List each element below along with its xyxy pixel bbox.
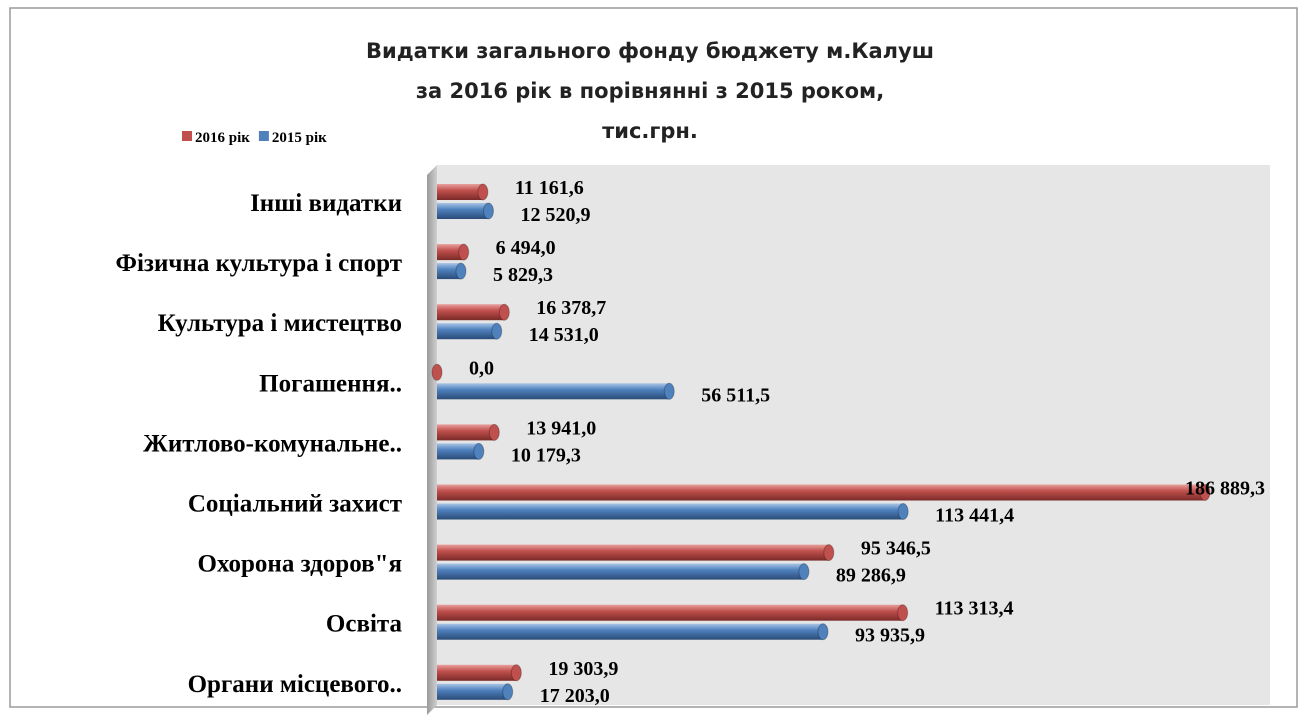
data-label: 0,0 xyxy=(469,357,494,379)
bar-cap xyxy=(482,202,494,220)
data-label: 113 313,4 xyxy=(935,598,1014,620)
bar-cap xyxy=(498,303,510,321)
bar-cap xyxy=(897,503,909,520)
bar xyxy=(437,503,904,520)
bar-cap xyxy=(510,664,522,682)
y-tick-label: Охорона здоров"я xyxy=(198,551,402,578)
bar-cap xyxy=(798,563,810,581)
data-label: 14 531,0 xyxy=(529,324,599,346)
data-label: 11 161,6 xyxy=(515,177,584,199)
chart-title: тис.грн. xyxy=(602,119,698,143)
bar-cap xyxy=(473,442,485,460)
bar xyxy=(437,304,505,321)
bar-cap xyxy=(488,423,500,441)
data-label: 13 941,0 xyxy=(526,417,596,439)
bar xyxy=(437,683,508,700)
bar xyxy=(437,184,483,200)
bar xyxy=(437,623,824,640)
bar-cap xyxy=(502,683,514,701)
bar xyxy=(437,484,1205,501)
legend-swatch xyxy=(182,131,192,141)
bar xyxy=(437,203,489,219)
data-label: 6 494,0 xyxy=(496,237,556,259)
bar xyxy=(437,664,517,681)
bar xyxy=(437,244,464,261)
bar xyxy=(437,604,903,621)
chart-title: Видатки загального фонду бюджету м.Калуш xyxy=(366,39,934,63)
y-tick-label: Фізична культура і спорт xyxy=(116,250,403,277)
bar-cap xyxy=(491,322,503,340)
data-label: 93 935,9 xyxy=(855,625,925,647)
y-tick-label: Культура і мистецтво xyxy=(158,310,402,337)
y-tick-label: Житлово-комунальне.. xyxy=(143,430,402,457)
plot-side-wall xyxy=(427,165,437,715)
legend-label: 2015 рік xyxy=(272,130,327,146)
legend-swatch xyxy=(258,131,269,141)
bar-cap xyxy=(897,604,909,622)
data-label: 186 889,3 xyxy=(1185,478,1265,500)
bar-cap xyxy=(431,363,443,381)
data-label: 95 346,5 xyxy=(861,538,931,560)
y-tick-label: Освіта xyxy=(326,611,403,638)
data-label: 113 441,4 xyxy=(935,505,1014,527)
data-label: 5 829,3 xyxy=(493,264,553,286)
data-label: 10 179,3 xyxy=(511,444,581,466)
bar xyxy=(437,263,461,280)
bar-cap xyxy=(458,243,470,261)
y-tick-label: Погашення.. xyxy=(259,370,402,397)
bar xyxy=(437,323,497,340)
bar xyxy=(437,383,670,400)
bar xyxy=(437,424,495,441)
bar-cap xyxy=(455,262,467,280)
data-label: 17 203,0 xyxy=(540,685,610,707)
legend-label: 2016 рік xyxy=(195,130,250,146)
y-tick-label: Інші видатки xyxy=(250,190,402,217)
data-label: 16 378,7 xyxy=(536,297,606,319)
bar-cap xyxy=(663,382,675,400)
bar xyxy=(437,443,479,460)
y-tick-label: Органи місцевого.. xyxy=(188,671,402,698)
bar-cap xyxy=(1199,484,1211,501)
data-label: 12 520,9 xyxy=(520,204,590,226)
data-label: 56 511,5 xyxy=(701,384,770,406)
bar-cap xyxy=(477,183,489,201)
data-label: 19 303,9 xyxy=(548,658,618,680)
bar-cap xyxy=(817,623,829,641)
data-label: 89 286,9 xyxy=(836,565,906,587)
bar xyxy=(437,544,829,561)
bar-cap xyxy=(823,544,835,562)
chart-title: за 2016 рік в порівнянні з 2015 роком, xyxy=(416,79,884,103)
y-tick-label: Соціальний захист xyxy=(188,491,402,518)
bar xyxy=(437,563,804,580)
